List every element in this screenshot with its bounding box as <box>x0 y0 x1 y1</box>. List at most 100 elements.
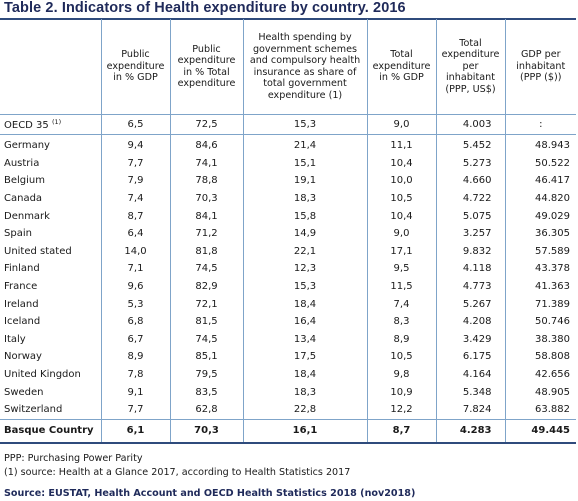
cell-total-gdp: 7,4 <box>366 295 436 313</box>
cell-total-gdp: 10,5 <box>366 348 436 366</box>
cell-public-total: 70,3 <box>169 189 243 208</box>
table-title: Table 2. Indicators of Health expenditur… <box>4 0 406 16</box>
country-name: Germany <box>4 140 50 152</box>
country-name: Ireland <box>4 298 39 310</box>
cell-total-gdp: 8,9 <box>366 330 436 349</box>
table-row: United Kingdon 7,8 79,5 18,4 9,8 4.164 42.656 <box>0 365 576 384</box>
country-name: Iceland <box>4 316 41 328</box>
cell-public-gdp: 7,7 <box>100 154 170 173</box>
cell-public-gdp: 6,4 <box>100 224 170 243</box>
cell-gdp-per-inhabitant: 50.746 <box>504 312 576 331</box>
cell-public-total: 82,9 <box>169 277 243 296</box>
table-row: Italy 6,7 74,5 13,4 8,9 3.429 38.380 <box>0 330 576 349</box>
cell-total-gdp: 17,1 <box>366 242 436 261</box>
cell-total-gdp: 12,2 <box>366 400 436 419</box>
cell-public-total: 79,5 <box>169 365 243 384</box>
cell-public-total: 81,5 <box>169 312 243 331</box>
table-row: Austria 7,7 74,1 15,1 10,4 5.273 50.522 <box>0 154 576 173</box>
table-row: Spain 6,4 71,2 14,9 9,0 3.257 36.305 <box>0 224 576 243</box>
cell-public-total: 84,6 <box>169 134 243 155</box>
cell-public-gdp: 7,1 <box>100 260 170 278</box>
cell-per-inhabitant: 9.832 <box>435 242 505 261</box>
table-row: Switzerland 7,7 62,8 22,8 12,2 7.824 63.882 <box>0 400 576 419</box>
row-label: OECD 35 (1) <box>0 114 101 135</box>
table-row: United stated 14,0 81,8 22,1 17,1 9.832 57.589 <box>0 242 576 261</box>
header-public-expenditure-gdp: Public expenditure in % GDP <box>100 19 170 115</box>
country-name: Canada <box>4 193 43 205</box>
country-name: Finland <box>4 263 40 275</box>
header-government-schemes-share: Health spending by government schemes an… <box>242 19 367 115</box>
cell-gov-share: 16,4 <box>242 312 367 331</box>
header-total-expenditure-gdp: Total expenditure in % GDP <box>366 19 436 115</box>
cell-total-gdp: 11,5 <box>366 277 436 296</box>
country-name: Basque Country <box>0 418 101 444</box>
cell-per-inhabitant: 5.075 <box>435 207 505 225</box>
cell-total-gdp: 9,0 <box>366 224 436 243</box>
cell-gov-share: 17,5 <box>242 348 367 366</box>
cell-public-total: 74,5 <box>169 330 243 349</box>
cell-gdp-per-inhabitant: 49.029 <box>504 207 576 225</box>
cell-per-inhabitant: 4.660 <box>435 172 505 190</box>
cell-public-gdp: 5,3 <box>100 295 170 313</box>
header-row: Public expenditure in % GDP Public expen… <box>0 19 576 115</box>
cell-public-gdp: 7,4 <box>100 189 170 208</box>
cell-gov-share: 18,3 <box>242 383 367 401</box>
country-name: Switzerland <box>4 404 63 416</box>
cell-per-inhabitant: 5.273 <box>435 154 505 173</box>
cell-gov-share: 18,3 <box>242 189 367 208</box>
health-expenditure-table: Public expenditure in % GDP Public expen… <box>0 19 576 444</box>
table-row: Denmark 8,7 84,1 15,8 10,4 5.075 49.029 <box>0 207 576 225</box>
cell-gov-share: 12,3 <box>242 260 367 278</box>
country-name: Sweden <box>4 386 44 398</box>
cell-public-gdp: 7,8 <box>100 365 170 384</box>
cell-gov-share: 15,3 <box>242 114 367 135</box>
country-name: United stated <box>4 245 72 257</box>
cell-per-inhabitant: 3.429 <box>435 330 505 349</box>
cell-per-inhabitant: 4.118 <box>435 260 505 278</box>
cell-per-inhabitant: 6.175 <box>435 348 505 366</box>
cell-gdp-per-inhabitant: 42.656 <box>504 365 576 384</box>
country-name: OECD 35 <box>4 120 49 131</box>
cell-gdp-per-inhabitant: 49.445 <box>504 418 576 444</box>
cell-gdp-per-inhabitant: 44.820 <box>504 189 576 208</box>
cell-gdp-per-inhabitant: : <box>504 114 576 135</box>
cell-per-inhabitant: 4.208 <box>435 312 505 331</box>
cell-public-total: 71,2 <box>169 224 243 243</box>
cell-public-total: 72,5 <box>169 114 243 135</box>
cell-gov-share: 18,4 <box>242 295 367 313</box>
header-public-expenditure-total: Public expenditure in % Total expenditur… <box>169 19 243 115</box>
table-row: France 9,6 82,9 15,3 11,5 4.773 41.363 <box>0 277 576 296</box>
cell-total-gdp: 9,8 <box>366 365 436 384</box>
country-name: Norway <box>4 351 42 363</box>
cell-gov-share: 15,1 <box>242 154 367 173</box>
cell-total-gdp: 10,0 <box>366 172 436 190</box>
country-name: Italy <box>4 333 26 345</box>
cell-public-gdp: 6,5 <box>100 114 170 135</box>
cell-public-total: 74,5 <box>169 260 243 278</box>
table-row: Sweden 9,1 83,5 18,3 10,9 5.348 48.905 <box>0 383 576 401</box>
cell-public-gdp: 6,1 <box>100 418 170 444</box>
cell-gdp-per-inhabitant: 57.589 <box>504 242 576 261</box>
cell-gov-share: 22,8 <box>242 400 367 419</box>
cell-public-total: 74,1 <box>169 154 243 173</box>
cell-gov-share: 16,1 <box>242 418 367 444</box>
table-row: Canada 7,4 70,3 18,3 10,5 4.722 44.820 <box>0 189 576 208</box>
cell-public-total: 62,8 <box>169 400 243 419</box>
cell-per-inhabitant: 4.283 <box>435 418 505 444</box>
cell-per-inhabitant: 4.003 <box>435 114 505 135</box>
cell-gdp-per-inhabitant: 41.363 <box>504 277 576 296</box>
footnote-mark: (1) <box>51 118 62 126</box>
cell-public-gdp: 6,8 <box>100 312 170 331</box>
country-name: Austria <box>4 157 40 169</box>
source-line: Source: EUSTAT, Health Account and OECD … <box>4 488 416 499</box>
header-expenditure-per-inhabitant: Total expenditure per inhabitant (PPP, U… <box>435 19 505 115</box>
table-row-basque-country: Basque Country 6,1 70,3 16,1 8,7 4.283 49.445 <box>0 418 576 444</box>
cell-gov-share: 21,4 <box>242 134 367 155</box>
cell-gdp-per-inhabitant: 43.378 <box>504 260 576 278</box>
cell-total-gdp: 10,5 <box>366 189 436 208</box>
cell-gdp-per-inhabitant: 63.882 <box>504 400 576 419</box>
cell-gdp-per-inhabitant: 71.389 <box>504 295 576 313</box>
country-name: Denmark <box>4 210 50 222</box>
table-row: Germany 9,4 84,6 21,4 11,1 5.452 48.943 <box>0 134 576 155</box>
cell-gov-share: 18,4 <box>242 365 367 384</box>
